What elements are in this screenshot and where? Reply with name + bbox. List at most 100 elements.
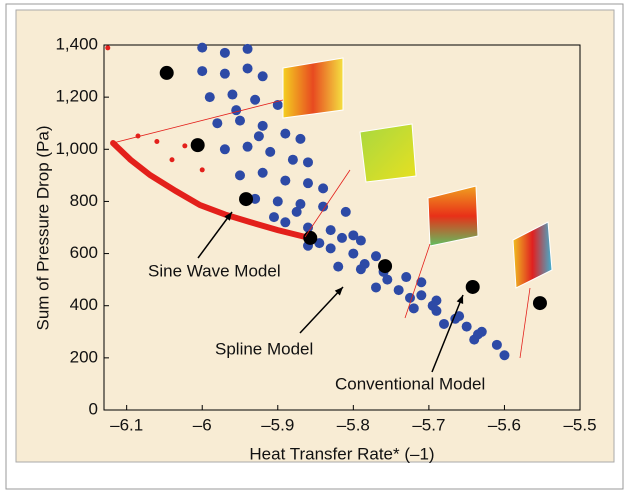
point [303,222,313,233]
annotation: Sine Wave Model [148,261,281,280]
point [393,285,404,296]
point [257,120,268,131]
annotation-arrow [431,294,464,373]
inset-images [282,57,553,289]
x-tick-label: –6 [193,415,212,434]
point [303,157,313,168]
point [105,45,111,51]
y-tick-label: 0 [89,399,98,418]
point [427,300,438,311]
point [182,143,188,149]
point [295,199,306,210]
point [355,235,366,246]
point [169,157,175,163]
point [287,154,298,165]
point [348,230,359,241]
point [465,279,480,294]
annotation-arrow [197,211,233,259]
point [253,131,264,142]
point [340,206,351,217]
point [197,66,208,77]
point [371,251,381,262]
point [154,138,160,144]
point [235,170,245,181]
point [378,259,393,274]
y-tick-label: 400 [70,295,98,314]
y-tick-label: 200 [70,347,98,366]
point [242,63,253,74]
connector-lines [112,99,531,359]
arrow-head [224,212,232,221]
point [359,259,370,269]
point [265,146,276,157]
point [405,292,415,303]
x-axis-label: Heat Transfer Rate* (–1) [249,444,434,463]
point [408,303,419,314]
point [257,167,268,178]
annotation-arrow [299,286,344,334]
x-tick-label: –5.9 [261,415,294,434]
point [257,71,268,82]
point [325,225,336,236]
point [325,243,336,254]
point [382,274,393,285]
point [219,68,230,79]
y-tick-label: 600 [70,243,98,262]
y-tick-label: 1,200 [55,87,98,106]
point [197,42,208,53]
x-tick-label: –5.6 [488,415,521,434]
point [291,206,302,217]
point [439,318,449,329]
y-tick-label: 1,400 [55,34,98,53]
arrow-head [456,295,464,304]
point [532,296,547,311]
y-tick-label: 1,000 [55,139,98,158]
point [318,201,329,212]
series-line [110,140,308,240]
point [348,248,359,259]
point [314,238,325,249]
point [461,321,472,332]
point [333,261,344,272]
point [239,192,254,207]
point [219,47,230,58]
point [227,89,238,100]
point [303,178,313,189]
point [235,115,245,126]
annotation: Conventional Model [335,374,485,393]
point [272,196,283,207]
x-tick-label: –5.5 [563,415,596,434]
point [401,272,412,283]
point [337,232,347,243]
point [499,350,510,361]
point [280,217,291,228]
point [280,175,291,186]
point [212,118,223,129]
point [491,339,502,350]
point [473,329,483,340]
point [303,230,318,245]
y-axis-label: Sum of Pressure Drop (Pa) [33,125,52,330]
point [295,133,306,144]
point [416,277,427,288]
x-tick-label: –5.8 [337,415,370,434]
point [204,92,215,103]
x-tick-label: –6.1 [110,415,143,434]
point [318,183,329,194]
point [231,105,242,116]
point [159,65,174,80]
point [219,144,230,155]
arrow-head [334,287,343,296]
point [272,99,283,110]
point [280,128,291,139]
point [250,94,261,105]
point [371,282,381,293]
annotation: Spline Model [215,339,313,358]
y-tick-label: 800 [70,191,98,210]
plot-frame [103,44,581,411]
point [190,138,205,153]
point [269,212,279,223]
point [416,290,427,301]
x-tick-label: –5.7 [412,415,445,434]
